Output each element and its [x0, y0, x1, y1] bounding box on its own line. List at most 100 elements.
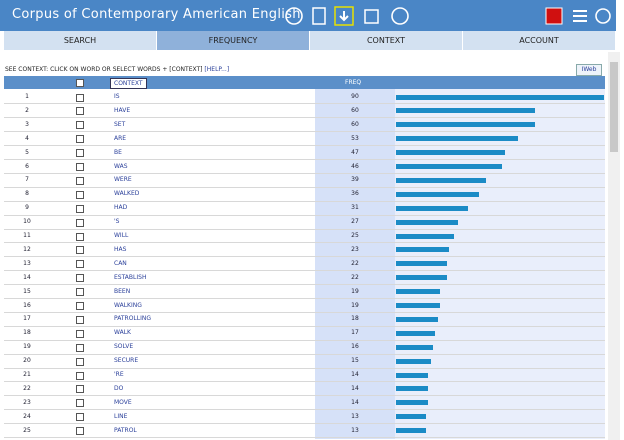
word-link[interactable]: 'RE — [114, 371, 124, 378]
tab[interactable]: SEARCH — [4, 31, 157, 50]
row-divider — [4, 437, 605, 438]
scroll-thumb[interactable] — [610, 62, 618, 152]
row-checkbox[interactable] — [76, 204, 84, 213]
tab[interactable]: CONTEXT — [310, 31, 463, 50]
info-icon[interactable] — [285, 7, 303, 25]
row-divider — [4, 381, 605, 382]
toolbar-icons — [285, 6, 611, 26]
word-link[interactable]: PATROLLING — [114, 315, 152, 323]
word-link[interactable]: IS — [114, 93, 120, 100]
row-checkbox[interactable] — [76, 413, 84, 422]
rank: 23 — [23, 398, 31, 406]
row-checkbox[interactable] — [76, 288, 84, 297]
freq: 27 — [351, 218, 359, 226]
word-link[interactable]: CAN — [114, 259, 127, 267]
rank: 5 — [25, 148, 29, 156]
tab[interactable]: FREQUENCY — [157, 31, 310, 50]
rank: 3 — [25, 120, 29, 128]
freq-bar — [396, 177, 487, 183]
iweb-button[interactable]: IWeb — [576, 64, 602, 76]
row-checkbox[interactable] — [76, 246, 84, 255]
row-checkbox[interactable] — [76, 302, 84, 310]
row-checkbox[interactable] — [76, 385, 84, 394]
row-checkbox[interactable] — [76, 135, 84, 144]
freq: 46 — [351, 162, 359, 170]
select-all-checkbox[interactable] — [76, 79, 84, 87]
row-checkbox[interactable] — [76, 107, 84, 116]
history-icon[interactable] — [595, 8, 611, 24]
rank: 16 — [23, 301, 31, 309]
help-link[interactable]: [HELP...] — [204, 66, 230, 73]
row-checkbox[interactable] — [76, 371, 84, 380]
tab[interactable]: ACCOUNT — [463, 31, 616, 50]
list-icon[interactable] — [573, 10, 587, 22]
row-divider — [4, 298, 605, 299]
freq-bar — [396, 150, 505, 156]
word-link[interactable]: ESTABLISH — [114, 273, 147, 281]
freq-bar — [396, 261, 447, 267]
word-link[interactable]: SECURE — [114, 357, 139, 365]
rank: 11 — [23, 232, 31, 239]
freq-bar — [396, 136, 519, 142]
word-link[interactable]: ARE — [114, 134, 127, 142]
freq-header: FREQ — [345, 79, 362, 86]
row-checkbox[interactable] — [76, 176, 84, 185]
share-icon[interactable] — [364, 9, 379, 24]
rank: 13 — [23, 259, 31, 267]
row-checkbox[interactable] — [76, 218, 84, 227]
user-icon[interactable] — [545, 7, 563, 25]
word-link[interactable]: WALKING — [114, 301, 142, 309]
row-checkbox[interactable] — [76, 121, 84, 130]
word-link[interactable]: HAS — [114, 245, 127, 253]
row-checkbox[interactable] — [76, 163, 84, 171]
word-link[interactable]: WAS — [114, 162, 128, 170]
row-checkbox[interactable] — [76, 190, 84, 199]
word-link[interactable]: WILL — [114, 232, 129, 239]
header-bar: Corpus of Contemporary American English — [0, 0, 616, 31]
row-checkbox[interactable] — [76, 315, 84, 324]
word-link[interactable]: SET — [114, 120, 126, 128]
row-divider — [4, 228, 605, 229]
rank: 4 — [25, 134, 29, 142]
word-link[interactable]: MOVE — [114, 398, 132, 406]
freq-bar — [396, 414, 427, 420]
row-checkbox[interactable] — [76, 357, 84, 366]
word-link[interactable]: HAVE — [114, 106, 131, 114]
word-link[interactable]: WALK — [114, 329, 131, 337]
word-link[interactable]: PATROL — [114, 426, 137, 434]
word-link[interactable]: HAD — [114, 204, 128, 212]
row-checkbox[interactable] — [76, 343, 84, 352]
rank: 21 — [23, 371, 31, 378]
row-divider — [4, 172, 605, 174]
row-checkbox[interactable] — [76, 274, 84, 283]
site-title[interactable]: Corpus of Contemporary American English — [12, 7, 301, 22]
row-checkbox[interactable] — [76, 232, 84, 241]
row-divider — [4, 200, 605, 202]
word-link[interactable]: WALKED — [114, 190, 140, 198]
word-link[interactable]: BE — [114, 148, 122, 156]
row-checkbox[interactable] — [76, 399, 84, 408]
freq-bar — [396, 344, 433, 350]
freq-bar — [396, 94, 604, 100]
doc-icon[interactable] — [312, 7, 326, 25]
freq-bar — [396, 191, 480, 197]
word-link[interactable]: WERE — [114, 176, 132, 184]
row-checkbox[interactable] — [76, 93, 84, 102]
row-checkbox[interactable] — [76, 427, 84, 436]
word-link[interactable]: DO — [114, 384, 124, 392]
freq: 14 — [351, 384, 359, 392]
rank: 25 — [23, 426, 31, 434]
word-link[interactable]: BEEN — [114, 287, 131, 295]
word-link[interactable]: 'S — [114, 218, 120, 226]
word-link[interactable]: LINE — [114, 412, 128, 420]
row-checkbox[interactable] — [76, 260, 84, 269]
help-icon[interactable] — [391, 7, 409, 25]
row-divider — [4, 395, 605, 396]
row-checkbox[interactable] — [76, 149, 84, 158]
row-checkbox[interactable] — [76, 329, 84, 338]
context-button[interactable]: CONTEXT — [110, 78, 147, 89]
scrollbar[interactable] — [608, 52, 620, 440]
row-divider — [4, 367, 605, 368]
word-link[interactable]: SOLVE — [114, 343, 134, 351]
